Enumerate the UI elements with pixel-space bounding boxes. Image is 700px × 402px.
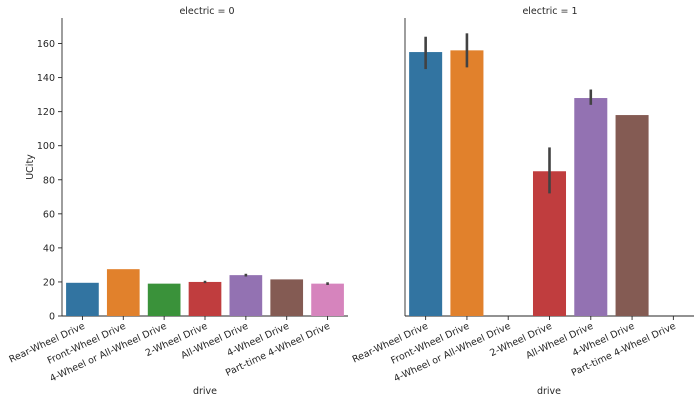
y-tick-label: 160 (37, 39, 55, 50)
y-tick-label: 40 (43, 243, 55, 254)
bar-all-wheel-drive (574, 98, 608, 316)
x-axis-title-electric-1: drive (537, 386, 561, 397)
x-axis-title-electric-0: drive (193, 386, 217, 397)
bar-4-wheel-drive (270, 279, 304, 316)
bars-electric-0 (66, 269, 344, 316)
y-tick-label: 80 (43, 175, 55, 186)
bar-front-wheel-drive (106, 269, 140, 316)
y-tick-label: 100 (37, 141, 55, 152)
bars-electric-1 (409, 50, 649, 317)
y-axis-title: UCity (25, 154, 36, 180)
errorbars-electric-1 (424, 33, 593, 194)
bar-rear-wheel-drive (409, 52, 443, 317)
bar-front-wheel-drive (450, 50, 484, 317)
y-tick-label: 0 (49, 312, 55, 323)
bar-rear-wheel-drive (66, 282, 99, 316)
panel-electric-1: electric = 1 Rear-Wheel DriveFront-Wheel… (351, 6, 694, 397)
bar-all-wheel-drive (229, 275, 263, 316)
panel-electric-0: electric = 0 0 20 40 60 80 100 120 140 160 Rear-… (7, 6, 348, 397)
errorbars-electric-0 (203, 273, 329, 286)
bar-part-time-4-wheel-drive (311, 283, 344, 316)
bar-2-wheel-drive (532, 171, 567, 316)
y-tick-label: 20 (43, 277, 55, 288)
y-ticks: 0 20 40 60 80 100 120 140 160 (37, 39, 62, 323)
panel-title-electric-1: electric = 1 (522, 6, 577, 17)
bar-4-wheel-drive (615, 115, 649, 316)
y-tick-label: 120 (37, 107, 55, 118)
y-tick-label: 60 (43, 209, 55, 220)
y-tick-label: 140 (37, 73, 55, 84)
bar-2-wheel-drive (188, 281, 222, 316)
bar-4-wheel-or-all-wheel-drive (147, 283, 181, 316)
panel-title-electric-0: electric = 0 (179, 6, 234, 17)
